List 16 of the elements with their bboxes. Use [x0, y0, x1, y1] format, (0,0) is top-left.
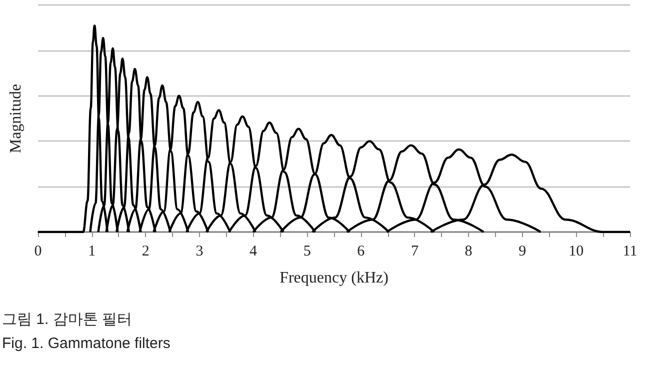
x-tick-label: 2	[142, 244, 150, 260]
x-axis-title: Frequency (kHz)	[280, 270, 388, 286]
y-axis-title: Magnitude	[8, 84, 24, 154]
x-tick-label: 0	[34, 244, 42, 260]
caption: Fig. 1. Gammatone filters	[2, 335, 170, 352]
x-tick-label: 9	[518, 244, 526, 260]
x-tick-label: 10	[568, 244, 584, 260]
x-tick-label: 7	[410, 244, 419, 260]
x-tick-label: 8	[464, 244, 472, 260]
caption: 그림 1. 감마톤 필터	[2, 311, 132, 328]
x-tick-label: 1	[88, 244, 96, 260]
x-tick-label: 11	[622, 244, 638, 260]
x-tick-label: 3	[196, 244, 204, 260]
x-tick-label: 6	[357, 244, 366, 260]
x-tick-label: 4	[250, 244, 258, 260]
x-tick-label: 5	[303, 244, 311, 260]
